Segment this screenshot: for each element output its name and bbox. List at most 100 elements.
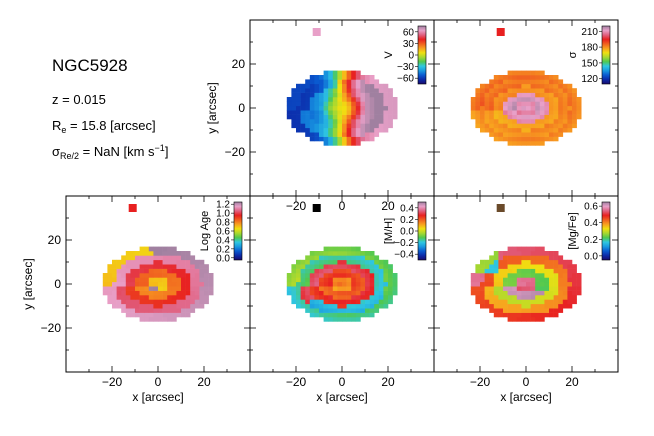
- map-cell: [167, 259, 173, 265]
- map-cell: [337, 303, 343, 309]
- map-cell: [323, 97, 329, 102]
- map-cell: [535, 92, 541, 98]
- colorbar-tick-label: 0.4: [584, 218, 598, 229]
- map-cell: [351, 290, 357, 296]
- map-cell: [558, 303, 564, 309]
- map-cell: [567, 105, 573, 111]
- map-cell: [378, 105, 384, 111]
- map-cell: [309, 299, 315, 305]
- map-cell: [162, 246, 168, 252]
- map-cell: [291, 286, 297, 291]
- map-cell: [309, 97, 315, 102]
- map-cell: [309, 92, 315, 98]
- map-cell: [516, 110, 522, 115]
- map-cell: [498, 299, 504, 305]
- map-cell: [558, 273, 564, 278]
- map-cell: [521, 119, 527, 124]
- map-cell: [503, 92, 508, 98]
- map-cell: [480, 110, 485, 115]
- map-cell: [153, 251, 159, 256]
- map-cell: [526, 97, 531, 102]
- map-cell: [507, 70, 513, 76]
- map-cell: [516, 127, 522, 133]
- map-cell: [351, 286, 357, 291]
- map-cell: [374, 101, 380, 107]
- map-cell: [130, 251, 136, 256]
- map-cell: [544, 123, 550, 129]
- map-cell: [512, 101, 518, 107]
- map-cell: [158, 308, 163, 313]
- map-cell: [355, 123, 361, 129]
- map-cell: [498, 281, 504, 287]
- map-cell: [388, 264, 393, 269]
- map-cell: [562, 264, 568, 269]
- colorbar-label: σ: [567, 51, 579, 58]
- map-cell: [300, 264, 306, 269]
- map-cell: [365, 295, 370, 300]
- map-cell: [365, 281, 370, 287]
- map-cell: [171, 308, 177, 313]
- map-cell: [158, 281, 163, 287]
- map-cell: [480, 92, 485, 98]
- map-cell: [167, 317, 173, 322]
- map-cell: [121, 303, 127, 309]
- map-cell: [383, 264, 389, 269]
- map-cell: [342, 119, 347, 124]
- map-cell: [125, 281, 131, 287]
- map-cell: [369, 123, 375, 129]
- map-cell: [148, 251, 154, 256]
- map-cell: [144, 255, 150, 261]
- map-cell: [480, 127, 485, 133]
- map-cell: [346, 273, 352, 278]
- map-cell: [107, 299, 113, 305]
- map-cell: [355, 273, 361, 278]
- map-cell: [544, 308, 550, 313]
- map-cell: [112, 273, 117, 278]
- colorbar-tick-label: 150: [581, 58, 598, 69]
- map-cell: [521, 251, 527, 256]
- map-cell: [369, 273, 375, 278]
- map-cell: [572, 114, 577, 120]
- map-cell: [516, 114, 522, 120]
- colorbar: [417, 25, 427, 85]
- map-cell: [176, 259, 182, 265]
- map-cell: [512, 295, 518, 300]
- map-cell: [185, 312, 191, 318]
- map-cell: [503, 123, 508, 129]
- map-cell: [493, 255, 499, 261]
- map-cell: [351, 83, 357, 89]
- map-cell: [337, 119, 343, 124]
- map-cell: [360, 75, 366, 80]
- map-cell: [153, 317, 159, 322]
- map-cell: [194, 259, 200, 265]
- map-cell: [116, 259, 122, 265]
- map-cell: [351, 259, 357, 265]
- map-cell: [360, 132, 366, 137]
- map-cell: [539, 246, 545, 252]
- map-cell: [337, 75, 343, 80]
- map-cell: [102, 273, 108, 278]
- map-cell: [323, 281, 329, 287]
- map-cell: [503, 75, 508, 80]
- map-cell: [526, 281, 531, 287]
- map-cell: [516, 312, 522, 318]
- map-cell: [342, 295, 347, 300]
- map-cell: [319, 308, 324, 313]
- map-cell: [516, 141, 522, 146]
- map-cell: [194, 286, 200, 291]
- map-cell: [549, 97, 554, 102]
- map-cell: [521, 312, 527, 318]
- map-cell: [498, 268, 504, 274]
- map-cell: [286, 277, 292, 283]
- map-cell: [558, 97, 564, 102]
- colorbar-tick-label: 180: [581, 43, 598, 54]
- map-cell: [480, 277, 485, 283]
- map-cell: [374, 290, 380, 296]
- map-cell: [530, 317, 536, 322]
- map-cell: [360, 110, 366, 115]
- map-cell: [365, 101, 370, 107]
- map-cell: [314, 303, 320, 309]
- map-cell: [516, 268, 522, 274]
- map-cell: [314, 79, 320, 85]
- map-cell: [125, 295, 131, 300]
